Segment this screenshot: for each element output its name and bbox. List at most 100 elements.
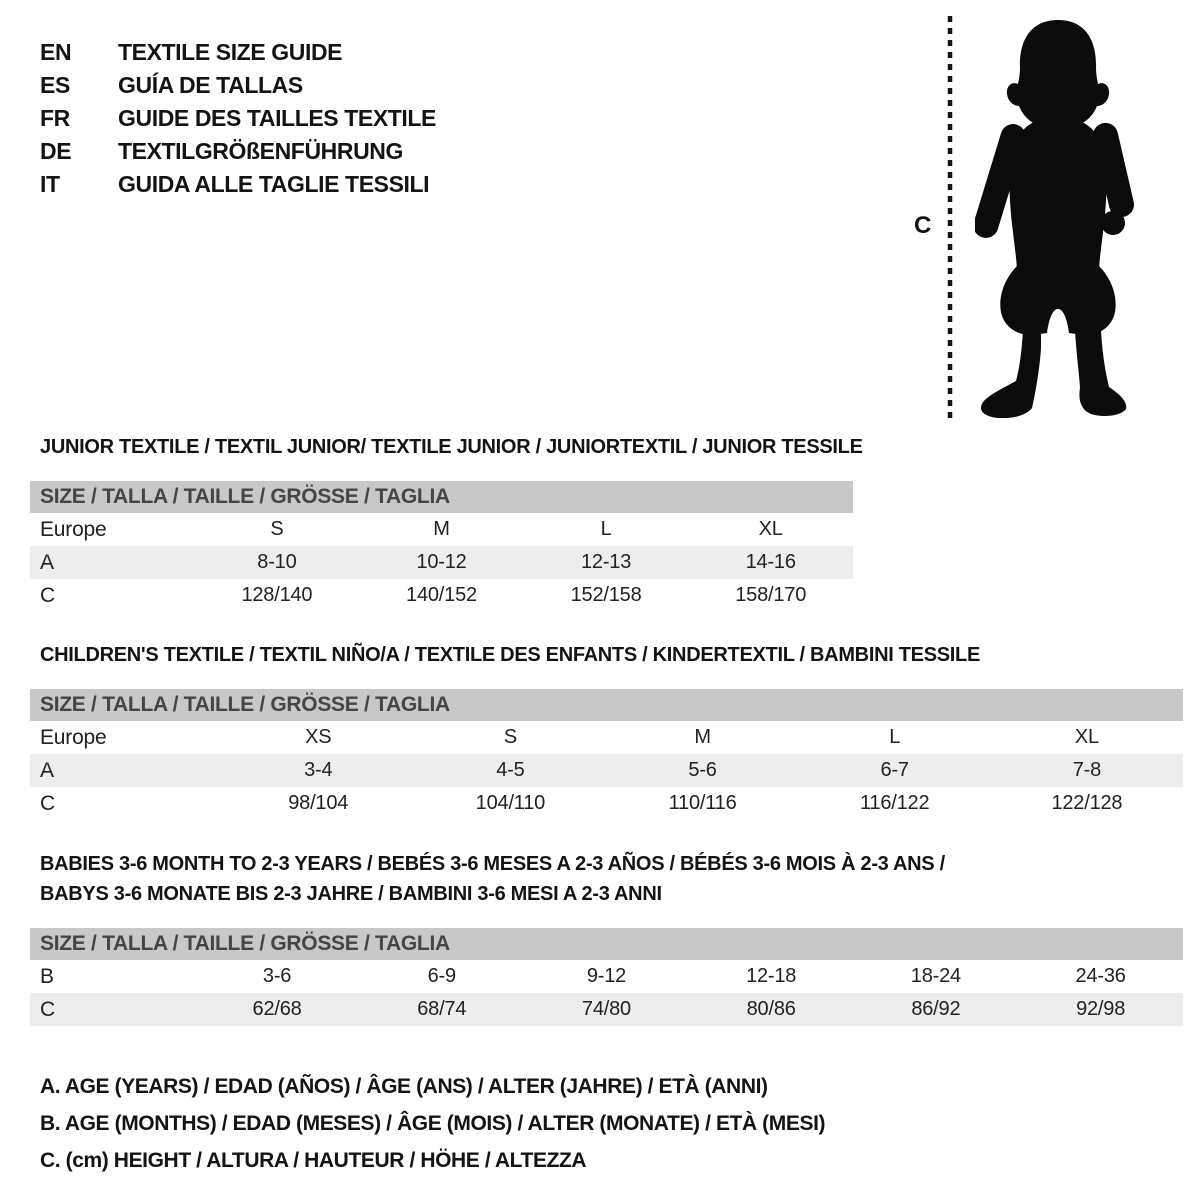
junior-textile-section: JUNIOR TEXTILE / TEXTIL JUNIOR/ TEXTILE … [30, 432, 863, 612]
cell-value: 80/86 [746, 998, 796, 1020]
cell-value: 116/122 [859, 792, 930, 814]
cell-value: 10-12 [416, 551, 467, 573]
size-table-head: SIZE / TALLA / TAILLE / GRÖSSE / TAGLIA [30, 481, 853, 513]
language-code-label: IT [40, 171, 60, 197]
row-label: C [40, 791, 55, 815]
language-row: ES GUÍA DE TALLAS [40, 69, 436, 102]
cell-value: M [694, 726, 711, 748]
size-header-row: SIZE / TALLA / TAILLE / GRÖSSE / TAGLIA [30, 481, 853, 513]
cell-value: 7-8 [1072, 759, 1102, 781]
cell-value: 8-10 [257, 551, 297, 573]
guide-title-label: GUÍA DE TALLAS [118, 72, 303, 98]
table-row: C 98/104 104/110 110/116 116/122 122/128 [30, 787, 1183, 820]
cell-value: 5-6 [688, 759, 717, 781]
section-title: BABYS 3-6 MONATE BIS 2-3 JAHRE / BAMBINI… [40, 883, 662, 905]
size-table-children: SIZE / TALLA / TAILLE / GRÖSSE / TAGLIA E… [30, 689, 1183, 820]
cell-value: 92/98 [1076, 998, 1126, 1020]
table-row: Europe XS S M L XL [30, 721, 1183, 754]
table-row: C 128/140 140/152 152/158 158/170 [30, 579, 853, 612]
size-header-row: SIZE / TALLA / TAILLE / GRÖSSE / TAGLIA [30, 689, 1183, 721]
measurement-legend: A. AGE (YEARS) / EDAD (AÑOS) / ÂGE (ANS)… [40, 1068, 826, 1179]
table-row: A 8-10 10-12 12-13 14-16 [30, 546, 853, 579]
toddler-silhouette-icon [975, 20, 1134, 418]
cell-value: 68/74 [417, 998, 467, 1020]
row-label: A [40, 550, 54, 574]
cell-value: L [889, 726, 901, 748]
cell-value: 140/152 [406, 584, 477, 606]
children-textile-section: CHILDREN'S TEXTILE / TEXTIL NIÑO/A / TEX… [30, 640, 1183, 820]
cell-value: S [503, 726, 517, 748]
size-table-junior: SIZE / TALLA / TAILLE / GRÖSSE / TAGLIA E… [30, 481, 853, 612]
legend-line: A. AGE (YEARS) / EDAD (AÑOS) / ÂGE (ANS)… [40, 1075, 768, 1098]
size-table-babies: SIZE / TALLA / TAILLE / GRÖSSE / TAGLIA B… [30, 928, 1183, 1026]
language-code-label: ES [40, 72, 70, 98]
table-row: Europe S M L XL [30, 513, 853, 546]
cell-value: 62/68 [252, 998, 302, 1020]
section-title: BABIES 3-6 MONTH TO 2-3 YEARS / BEBÉS 3-… [40, 853, 945, 875]
legend-line: B. AGE (MONTHS) / EDAD (MESES) / ÂGE (MO… [40, 1112, 826, 1135]
cell-value: 152/158 [570, 584, 642, 606]
cell-value: 18-24 [910, 965, 961, 987]
cell-value: 12-13 [581, 551, 632, 573]
cell-value: 6-7 [880, 759, 910, 781]
size-table-body: B 3-6 6-9 9-12 12-18 18-24 24-36 C 62/68 68/74 74/… [30, 960, 1183, 1026]
height-dashed-line [946, 16, 954, 425]
row-label: C [40, 997, 55, 1021]
size-header-cell: SIZE / TALLA / TAILLE / GRÖSSE / TAGLIA [30, 481, 853, 513]
row-label: A [40, 758, 54, 782]
cell-value: XL [1074, 726, 1099, 748]
cell-value: S [270, 518, 284, 540]
guide-title-label: GUIDA ALLE TAGLIE TESSILI [118, 171, 430, 197]
size-table-body: Europe S M L XL A 8-10 10-12 12-13 14-16 C 128/140 1… [30, 513, 853, 612]
cell-value: 74/80 [581, 998, 631, 1020]
babies-textile-section: BABIES 3-6 MONTH TO 2-3 YEARS / BEBÉS 3-… [30, 849, 1183, 1026]
language-row: EN TEXTILE SIZE GUIDE [40, 36, 436, 69]
row-label: Europe [40, 517, 107, 541]
cell-value: 128/140 [241, 584, 313, 606]
cell-value: 3-4 [304, 759, 333, 781]
section-title: CHILDREN'S TEXTILE / TEXTIL NIÑO/A / TEX… [40, 644, 980, 666]
cell-value: 24-36 [1075, 965, 1126, 987]
guide-title-label: TEXTILGRÖßENFÜHRUNG [118, 138, 403, 164]
language-code-label: FR [40, 105, 70, 131]
table-row: C 62/68 68/74 74/80 80/86 86/92 92/98 [30, 993, 1183, 1026]
cell-value: 158/170 [735, 584, 807, 606]
section-title: JUNIOR TEXTILE / TEXTIL JUNIOR/ TEXTILE … [40, 436, 863, 458]
size-table-body: Europe XS S M L XL A 3-4 4-5 5-6 6-7 7-8 C 98/104 104/… [30, 721, 1183, 820]
size-header-cell: SIZE / TALLA / TAILLE / GRÖSSE / TAGLIA [30, 689, 1183, 721]
guide-title-label: TEXTILE SIZE GUIDE [118, 39, 343, 65]
size-header-row: SIZE / TALLA / TAILLE / GRÖSSE / TAGLIA [30, 928, 1183, 960]
language-code-label: DE [40, 138, 72, 164]
row-label: Europe [40, 725, 107, 749]
legend-line: C. (cm) HEIGHT / ALTURA / HAUTEUR / HÖHE… [40, 1149, 587, 1172]
size-table-head: SIZE / TALLA / TAILLE / GRÖSSE / TAGLIA [30, 689, 1183, 721]
cell-value: 9-12 [586, 965, 627, 987]
height-measure-label: C [914, 212, 932, 239]
table-row: B 3-6 6-9 9-12 12-18 18-24 24-36 [30, 960, 1183, 993]
size-header-cell: SIZE / TALLA / TAILLE / GRÖSSE / TAGLIA [30, 928, 1183, 960]
language-row: IT GUIDA ALLE TAGLIE TESSILI [40, 168, 436, 201]
cell-value: 86/92 [911, 998, 961, 1020]
cell-value: 12-18 [746, 965, 797, 987]
cell-value: 6-9 [427, 965, 457, 987]
cell-value: L [600, 518, 612, 540]
guide-title-label: GUIDE DES TAILLES TEXTILE [118, 105, 436, 131]
language-row: FR GUIDE DES TAILLES TEXTILE [40, 102, 436, 135]
language-row: DE TEXTILGRÖßENFÜHRUNG [40, 135, 436, 168]
table-row: A 3-4 4-5 5-6 6-7 7-8 [30, 754, 1183, 787]
cell-value: 4-5 [496, 759, 525, 781]
cell-value: 14-16 [745, 551, 796, 573]
row-label: C [40, 583, 55, 607]
cell-value: XS [305, 726, 332, 748]
cell-value: 98/104 [288, 792, 349, 814]
cell-value: 3-6 [262, 965, 292, 987]
row-label: B [40, 964, 54, 988]
size-table-head: SIZE / TALLA / TAILLE / GRÖSSE / TAGLIA [30, 928, 1183, 960]
cell-value: XL [758, 518, 783, 540]
cell-value: 104/110 [475, 792, 546, 814]
language-code-label: EN [40, 39, 72, 65]
cell-value: M [433, 518, 450, 540]
cell-value: 122/128 [1051, 792, 1123, 814]
language-title-block: EN TEXTILE SIZE GUIDE ES GUÍA DE TALLAS FR GU… [40, 36, 436, 201]
